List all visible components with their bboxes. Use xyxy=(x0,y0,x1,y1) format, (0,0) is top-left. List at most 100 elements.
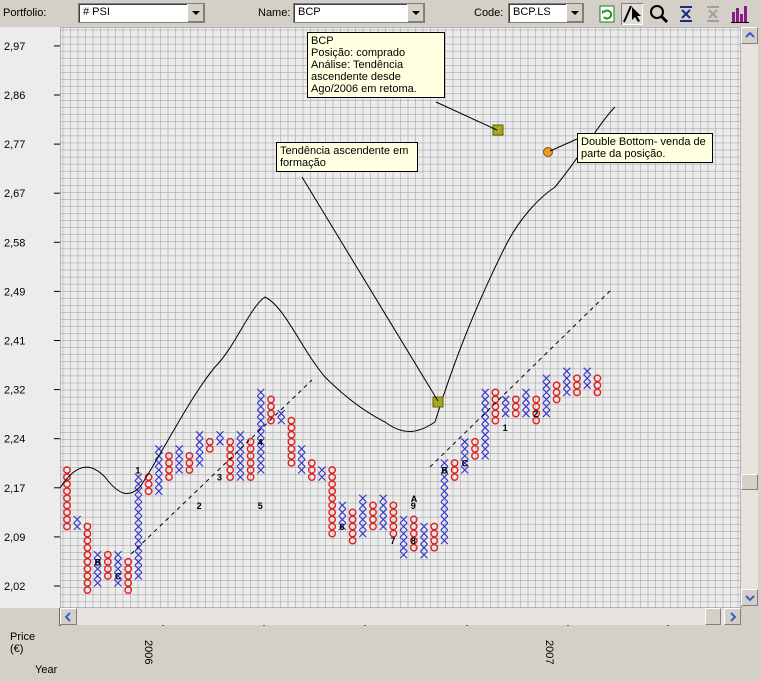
chevron-right-icon xyxy=(730,612,737,622)
pnf-x-mark xyxy=(236,473,245,481)
pnf-x-mark xyxy=(358,529,367,538)
chevron-left-icon xyxy=(64,612,71,622)
portfolio-label: Portfolio: xyxy=(3,7,47,19)
x-tick-2007: 2007 xyxy=(543,640,555,665)
pnf-o-mark xyxy=(307,459,316,467)
volume-bars-icon xyxy=(731,6,749,23)
pnf-x-mark xyxy=(583,381,592,390)
pnf-o-mark xyxy=(430,522,439,531)
pnf-x-mark xyxy=(501,395,510,404)
annotation-note-position[interactable]: BCP Posição: comprado Análise: Tendência… xyxy=(307,32,445,98)
pnf-x-mark xyxy=(562,381,571,390)
pnf-x-mark xyxy=(175,452,184,460)
pnf-x-mark xyxy=(440,501,449,510)
pnf-x-mark xyxy=(481,452,490,460)
code-select[interactable]: BCP.LS xyxy=(508,3,584,23)
month-marker: 7 xyxy=(390,536,395,546)
pnf-x-mark xyxy=(93,550,102,559)
pnf-x-mark xyxy=(379,515,388,524)
draw-line-button[interactable] xyxy=(621,3,643,25)
pnf-o-mark xyxy=(124,557,133,566)
scroll-up-button[interactable] xyxy=(741,27,758,44)
scroll-right-button[interactable] xyxy=(724,608,741,625)
pnf-x-mark xyxy=(134,515,143,524)
y-axis-panel xyxy=(0,27,60,608)
annotation-note-trend[interactable]: Tendência ascendente em formação xyxy=(276,142,418,172)
pnf-x-mark xyxy=(256,423,265,432)
pnf-x-mark xyxy=(481,430,490,439)
refresh-button[interactable] xyxy=(596,3,618,25)
zoom-button[interactable] xyxy=(648,3,670,25)
pnf-x-mark xyxy=(460,466,469,474)
pnf-o-mark xyxy=(287,416,296,425)
pnf-x-mark xyxy=(134,522,143,531)
pnf-x-mark xyxy=(256,402,265,411)
chevron-down-icon[interactable] xyxy=(566,4,583,22)
pnf-o-mark xyxy=(348,508,357,517)
month-marker: 1 xyxy=(135,466,140,476)
moving-average-line xyxy=(59,106,616,495)
annotation-note-double-bottom[interactable]: Double Bottom- venda de parte da posição… xyxy=(577,133,713,163)
pnf-x-mark xyxy=(338,501,347,510)
pnf-x-mark xyxy=(175,466,184,474)
objective-button[interactable] xyxy=(702,3,724,25)
y-tick-label: 2,97 xyxy=(4,41,25,53)
y-tick-label: 2,41 xyxy=(4,336,25,348)
pnf-chart[interactable]: 2,02 2,09 2,17 2,24 2,32 2,41 2,49 2,58 2,67 2,77… xyxy=(0,27,761,681)
pnf-x-mark xyxy=(542,388,551,397)
pnf-x-mark xyxy=(216,437,224,446)
y-tick-label: 2,17 xyxy=(4,483,25,495)
trendline-icon xyxy=(680,6,692,22)
pnf-x-mark xyxy=(114,579,122,587)
pnf-x-mark xyxy=(440,466,449,474)
y-tick-label: 2,24 xyxy=(4,434,25,446)
month-marker: 5 xyxy=(258,501,263,511)
pnf-o-mark xyxy=(511,395,520,404)
vertical-scroll-thumb[interactable] xyxy=(741,474,758,490)
month-marker: 2 xyxy=(533,409,538,419)
pnf-x-mark xyxy=(318,466,326,474)
pnf-x-mark xyxy=(73,522,82,531)
pnf-x-mark xyxy=(236,430,245,439)
pnf-x-mark xyxy=(501,402,510,411)
pnf-x-mark xyxy=(134,564,143,573)
chevron-down-icon[interactable] xyxy=(187,4,204,22)
pnf-x-mark xyxy=(358,501,367,510)
y-tick-label: 2,32 xyxy=(4,385,25,397)
pnf-x-mark xyxy=(256,430,265,439)
vertical-scrollbar[interactable] xyxy=(741,27,758,606)
portfolio-select[interactable]: # PSI xyxy=(78,3,205,23)
pnf-x-mark xyxy=(440,508,449,517)
month-marker: 1 xyxy=(503,423,508,433)
scroll-down-button[interactable] xyxy=(741,589,758,606)
pnf-o-mark xyxy=(63,466,71,474)
pnf-x-mark xyxy=(114,572,122,580)
name-label: Name: xyxy=(258,7,291,19)
y-tick-label: 2,49 xyxy=(4,286,25,298)
chevron-down-icon[interactable] xyxy=(407,4,424,22)
name-select[interactable]: BCP xyxy=(293,3,425,23)
pnf-o-mark xyxy=(491,388,500,397)
pnf-x-mark xyxy=(420,550,428,559)
note-connector xyxy=(435,101,498,131)
horizontal-scroll-thumb[interactable] xyxy=(705,608,721,625)
pnf-x-mark xyxy=(175,444,184,453)
pnf-x-mark xyxy=(134,572,143,580)
horizontal-scrollbar[interactable] xyxy=(60,608,741,625)
volume-bars-button[interactable] xyxy=(729,3,751,25)
pnf-x-mark xyxy=(399,550,408,559)
pnf-x-mark xyxy=(256,452,265,460)
pnf-x-mark xyxy=(154,466,163,474)
pnf-x-mark xyxy=(134,543,143,552)
pnf-x-mark xyxy=(358,515,367,524)
pnf-x-mark xyxy=(93,557,102,566)
pnf-x-mark xyxy=(420,522,428,531)
pnf-x-mark xyxy=(236,452,245,460)
y-tick-label: 2,09 xyxy=(4,532,25,544)
trendline-button[interactable] xyxy=(675,3,697,25)
pnf-x-mark xyxy=(134,529,143,538)
pnf-x-mark xyxy=(583,367,592,376)
month-marker: B xyxy=(95,557,102,567)
scroll-left-button[interactable] xyxy=(60,608,77,625)
pnf-x-mark xyxy=(440,494,449,503)
